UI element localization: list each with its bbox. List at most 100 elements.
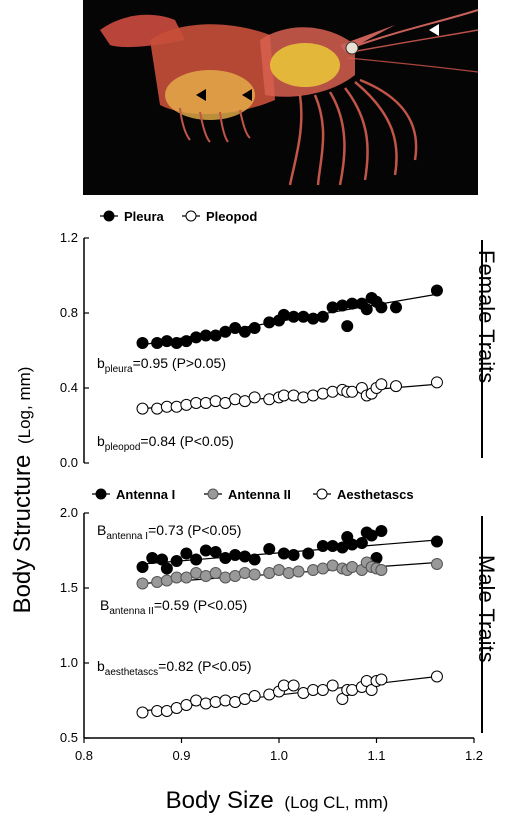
data-point: [199, 697, 212, 710]
data-point: [430, 284, 443, 297]
data-point: [336, 299, 349, 312]
data-point: [297, 310, 310, 323]
data-point: [365, 529, 378, 542]
data-point: [248, 568, 261, 581]
data-point: [375, 564, 388, 576]
female-panel: 0.00.40.81.2 Pleura Pleopod bpleura=0.95 …: [60, 209, 499, 470]
data-point: [219, 694, 232, 707]
data-point: [297, 391, 310, 404]
data-point: [263, 316, 276, 329]
y-tick-label: 1.0: [60, 655, 78, 670]
legend-label: Antenna I: [116, 487, 175, 502]
legend-marker: [207, 488, 219, 500]
x-axis-label-unit: (Log CL, mm): [284, 793, 388, 812]
slope-value: =0.73 (P<0.05): [148, 522, 241, 538]
x-tick-label: 0.8: [75, 748, 93, 763]
data-point: [238, 567, 251, 579]
data-point: [390, 301, 402, 314]
data-point: [180, 699, 193, 711]
data-point: [209, 395, 222, 408]
data-point: [287, 549, 300, 561]
data-point: [180, 547, 193, 560]
y-tick-label: 0.4: [60, 380, 78, 395]
y-axis-label-unit: (Log, mm): [15, 367, 34, 444]
y-tick-label: 0.0: [60, 455, 78, 470]
data-point: [136, 577, 149, 590]
slope-annotation: Bantenna I=0.73 (P<0.05): [97, 522, 241, 542]
data-point: [316, 310, 329, 323]
data-point: [248, 322, 261, 334]
data-point: [136, 706, 149, 719]
legend-marker: [316, 488, 328, 500]
data-point: [360, 303, 373, 316]
data-point: [341, 320, 354, 333]
data-point: [170, 555, 183, 567]
data-point: [136, 402, 149, 415]
data-point: [160, 335, 173, 348]
data-point: [365, 684, 378, 696]
slope-base: b: [97, 355, 105, 371]
data-point: [263, 393, 276, 406]
legend-label: Aesthetascs: [337, 487, 414, 502]
data-point: [229, 549, 242, 561]
data-point: [430, 670, 443, 683]
arrow-icon: [242, 89, 252, 101]
data-point: [277, 547, 290, 560]
data-point: [170, 337, 183, 349]
male-traits-label: Male Traits: [474, 555, 499, 663]
data-point: [282, 567, 295, 579]
data-point: [307, 389, 320, 402]
slope-subscript: antenna II: [109, 606, 153, 617]
data-point: [292, 565, 305, 578]
slope-subscript: aesthetascs: [105, 667, 158, 678]
data-point: [136, 337, 149, 349]
data-point: [170, 400, 183, 413]
y-tick-label: 0.8: [60, 305, 78, 320]
data-point: [375, 378, 388, 391]
data-point: [336, 693, 349, 705]
data-point: [390, 380, 402, 393]
data-point: [326, 540, 339, 552]
shrimp-photo: [83, 0, 479, 195]
slope-base: b: [97, 433, 105, 449]
arrow-icon: [196, 89, 206, 101]
data-point: [287, 679, 300, 692]
legend-marker: [185, 210, 197, 222]
data-point: [277, 308, 290, 321]
y-tick-label: 1.2: [60, 230, 78, 245]
slope-value: =0.82 (P<0.05): [158, 658, 251, 674]
legend-label: Pleura: [124, 209, 165, 224]
female-traits-label: Female Traits: [474, 250, 499, 383]
data-point: [326, 679, 339, 692]
data-point: [263, 543, 276, 555]
data-point: [160, 562, 173, 575]
data-point: [248, 690, 261, 702]
data-point: [209, 696, 222, 708]
data-point: [302, 547, 315, 560]
data-point: [307, 564, 320, 576]
data-point: [209, 546, 222, 558]
female-legend: Pleura Pleopod: [100, 209, 257, 224]
arrow-icon: [429, 24, 439, 36]
male-legend: Antenna I Antenna II Aesthetascs: [92, 487, 414, 502]
y-tick-label: 2.0: [60, 505, 78, 520]
legend-label: Pleopod: [206, 209, 257, 224]
slope-value: =0.59 (P<0.05): [154, 597, 247, 613]
x-tick-label: 1.1: [367, 748, 385, 763]
data-point: [287, 389, 300, 402]
x-axis-label: Body Size (Log CL, mm): [166, 787, 389, 814]
data-point: [229, 393, 242, 406]
slope-base: B: [100, 597, 109, 613]
data-point: [375, 673, 388, 686]
data-point: [430, 558, 443, 570]
y-axis-label: Body Structure (Log, mm): [9, 367, 36, 614]
data-point: [316, 684, 329, 696]
data-point: [248, 553, 261, 566]
data-point: [355, 537, 368, 549]
data-point: [248, 391, 261, 404]
data-point: [375, 525, 388, 537]
data-point: [190, 331, 203, 344]
y-tick-label: 0.5: [60, 730, 78, 745]
legend-label: Antenna II: [228, 487, 291, 502]
data-point: [151, 337, 164, 349]
